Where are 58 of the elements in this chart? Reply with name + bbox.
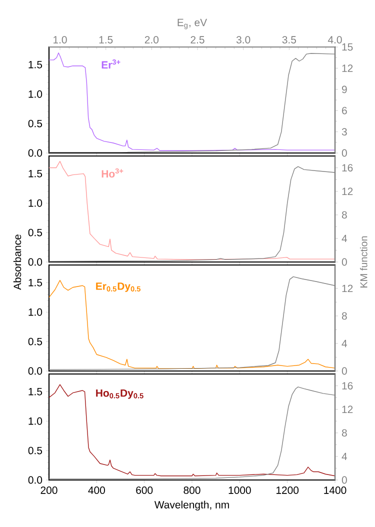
x-axis-title: Wavelength, nm xyxy=(154,500,229,511)
y-tick-label: 0.5 xyxy=(28,228,42,236)
series-label: Ho$_{0.5}$Dy$_{0.5}$ xyxy=(96,389,144,399)
y-tick-label: 1.5 xyxy=(28,388,42,396)
x-tick-label: 1400 xyxy=(324,486,346,494)
series-label: Ho$^{3+}$ xyxy=(102,168,124,178)
y2-tick-label: 4 xyxy=(342,234,348,242)
y-tick-label: 0.5 xyxy=(28,120,42,128)
y2-tick-label: 12 xyxy=(342,284,353,292)
y-tick-label: 1.5 xyxy=(28,279,42,286)
y-tick-label: 1.0 xyxy=(28,417,42,425)
x2-tick-label: 2.0 xyxy=(144,36,159,44)
x2-tick-label: 1.5 xyxy=(99,36,113,44)
y2-tick-label: 6 xyxy=(342,106,347,114)
series-label: Er$^{3+}$ xyxy=(102,59,120,68)
y2-tick-label: 8 xyxy=(342,211,347,219)
y2-tick-label: 4 xyxy=(342,452,348,460)
y2-tick-label: 12 xyxy=(342,406,353,413)
y-tick-label: 1.5 xyxy=(28,170,42,178)
x-tick-label: 400 xyxy=(88,486,105,494)
series-label: Er$_{0.5}$Dy$_{0.5}$ xyxy=(96,282,140,292)
y-tick-label: 0.5 xyxy=(28,446,42,454)
y-tick-label: 1.0 xyxy=(28,90,42,98)
y-tick-label: 0.0 xyxy=(28,476,42,484)
x-tick-label: 1200 xyxy=(276,486,299,494)
y2-tick-label: 4 xyxy=(342,340,348,348)
y-tick-label: 0.0 xyxy=(28,367,42,375)
y2-tick-label: 0 xyxy=(342,476,347,484)
y2-tick-label: 0 xyxy=(342,149,347,157)
y-tick-label: 1.5 xyxy=(28,61,42,68)
x-tick-label: 200 xyxy=(40,486,58,494)
y2-tick-label: 0 xyxy=(342,258,347,266)
x2-tick-label: 3.0 xyxy=(236,36,250,44)
y-tick-label: 0.0 xyxy=(28,258,42,266)
x-tick-label: 800 xyxy=(184,486,200,494)
y-tick-label: 1.0 xyxy=(28,308,42,316)
x2-axis-title: E$_{g}$, eV xyxy=(178,18,208,30)
x2-tick-label: 3.5 xyxy=(282,36,296,44)
y2-tick-label: 15 xyxy=(342,43,353,51)
y-tick-label: 0.0 xyxy=(28,149,42,157)
y2-axis-title: KM function xyxy=(360,236,368,288)
y2-tick-label: 8 xyxy=(342,312,347,320)
y-tick-label: 1.0 xyxy=(28,199,42,207)
y2-tick-label: 8 xyxy=(342,429,347,437)
x2-tick-label: 2.5 xyxy=(190,36,204,44)
x-tick-label: 600 xyxy=(136,486,153,494)
y2-tick-label: 12 xyxy=(342,64,353,72)
y2-tick-label: 3 xyxy=(342,128,347,136)
y2-tick-label: 12 xyxy=(342,188,353,195)
y-tick-label: 0.5 xyxy=(28,338,42,346)
y2-tick-label: 16 xyxy=(342,382,353,390)
y2-tick-label: 0 xyxy=(342,367,347,375)
y2-tick-label: 16 xyxy=(342,164,353,172)
x2-tick-label: 4.0 xyxy=(328,36,342,44)
y2-tick-label: 9 xyxy=(342,86,347,94)
x-tick-label: 1000 xyxy=(228,486,251,494)
x2-tick-label: 1.0 xyxy=(54,36,67,44)
y-axis-title: Absorbance xyxy=(13,234,22,290)
